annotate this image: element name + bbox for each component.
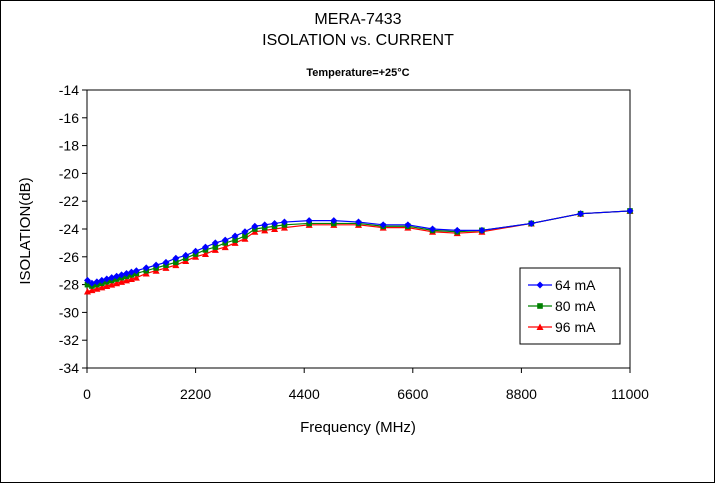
data-point (152, 261, 160, 269)
x-tick-label: 11000 (611, 386, 649, 402)
data-point (429, 225, 437, 233)
data-point (172, 254, 180, 262)
chart-title: MERA-7433 (314, 11, 401, 28)
data-point (98, 276, 106, 284)
data-point (108, 274, 116, 282)
data-point (162, 258, 170, 266)
data-point (261, 221, 269, 229)
y-axis-ticks: -14 -16 -18 -20 -22 -24 -26 -28 -30 -32 -34 (59, 82, 87, 376)
data-point (478, 226, 486, 234)
series-64-ma (83, 207, 634, 287)
y-tick-label: -26 (59, 249, 79, 265)
y-tick-label: -34 (59, 360, 79, 376)
legend-swatch-marker (536, 281, 544, 289)
x-tick-label: 2200 (180, 386, 211, 402)
data-point (231, 232, 239, 240)
data-point (404, 221, 412, 229)
data-point (84, 281, 91, 288)
data-point (242, 233, 248, 239)
data-point (251, 222, 259, 230)
x-tick-label: 6600 (397, 386, 428, 402)
data-point (211, 239, 219, 247)
y-tick-label: -30 (59, 304, 79, 320)
data-point (241, 228, 249, 236)
x-tick-label: 4400 (289, 386, 320, 402)
legend-item: 64 mA (528, 277, 596, 293)
data-point (122, 269, 130, 277)
y-tick-label: -16 (59, 110, 79, 126)
data-point (212, 244, 219, 250)
data-point (221, 243, 229, 251)
y-tick-label: -24 (59, 221, 79, 237)
data-point (173, 259, 179, 266)
x-axis-ticks: 0 2200 4400 6600 8800 11000 (83, 368, 649, 402)
y-tick-label: -20 (59, 165, 79, 181)
data-point (127, 268, 135, 276)
chart-title-line-2: ISOLATION vs. CURRENT (262, 32, 454, 49)
data-point (280, 218, 288, 226)
y-tick-label: -14 (59, 82, 79, 98)
data-point (271, 219, 279, 227)
data-point (113, 272, 121, 280)
data-point (182, 251, 190, 259)
data-point (201, 243, 209, 251)
data-point (527, 219, 535, 227)
y-axis-label: ISOLATION(dB) (17, 177, 34, 284)
y-tick-label: -28 (59, 277, 79, 293)
data-point (192, 247, 200, 255)
data-point (142, 264, 150, 272)
data-point (221, 236, 229, 244)
data-point (379, 221, 387, 229)
chart-subtitle: Temperature=+25°C (306, 67, 409, 79)
data-point (577, 210, 585, 218)
data-point (93, 278, 101, 286)
y-tick-label: -22 (59, 193, 79, 209)
legend-label: 64 mA (555, 277, 596, 293)
data-point (305, 217, 313, 225)
data-point (132, 267, 140, 275)
legend-label: 80 mA (555, 298, 596, 314)
data-point (201, 250, 209, 258)
data-point (453, 226, 461, 234)
legend-label: 96 mA (555, 319, 596, 335)
data-point (330, 217, 338, 225)
y-tick-label: -18 (59, 138, 79, 154)
data-point (232, 237, 238, 243)
legend-swatch-marker (537, 303, 543, 309)
data-point (118, 271, 126, 279)
y-tick-label: -32 (59, 332, 79, 348)
x-tick-label: 8800 (506, 386, 537, 402)
data-point (626, 207, 634, 215)
legend-item: 96 mA (528, 319, 596, 335)
x-axis-label: Frequency (MHz) (300, 419, 416, 436)
data-point (132, 274, 140, 281)
data-point (355, 218, 362, 226)
data-point (83, 276, 91, 284)
legend-swatch-marker (536, 323, 544, 330)
legend-item: 80 mA (528, 298, 596, 314)
series-layer (83, 207, 634, 295)
data-point (103, 275, 111, 283)
data-point (88, 279, 96, 287)
legend: 64 mA 80 mA 96 mA (519, 267, 621, 345)
x-tick-label: 0 (83, 386, 91, 402)
